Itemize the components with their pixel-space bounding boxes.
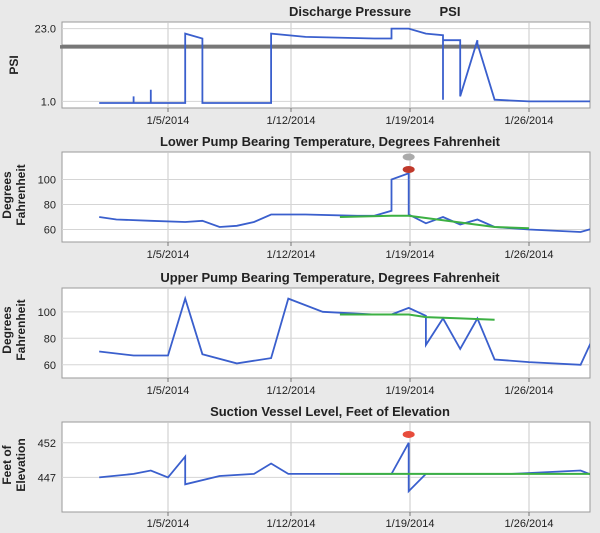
x-tick-label: 1/5/2014	[147, 115, 190, 127]
x-tick-label: 1/5/2014	[147, 249, 190, 261]
plot-area	[61, 21, 591, 109]
series-line-1	[99, 27, 590, 104]
y-tick-label: 23.0	[35, 24, 56, 36]
y-axis-label-line: Degrees	[0, 171, 14, 219]
x-tick-label: 1/5/2014	[147, 518, 190, 530]
x-tick-label: 1/26/2014	[505, 249, 554, 261]
x-tick-label: 1/5/2014	[147, 385, 190, 397]
y-tick-label: 80	[44, 200, 56, 212]
chart-panel-4: Suction Vessel Level, Feet of Elevation 4…	[0, 404, 591, 530]
alarm-marker	[402, 166, 415, 173]
x-tick-label: 1/19/2014	[386, 115, 435, 127]
series-line-2	[339, 214, 530, 230]
plot-area	[61, 287, 591, 379]
x-tick-label: 1/12/2014	[267, 385, 316, 397]
x-tick-label: 1/12/2014	[267, 249, 316, 261]
y-tick-label: 100	[38, 307, 56, 319]
series-line-2	[339, 313, 495, 321]
x-tick-label: 1/19/2014	[386, 249, 435, 261]
alarm-marker	[402, 153, 415, 161]
y-tick-label: 80	[44, 333, 56, 345]
x-tick-label: 1/26/2014	[505, 385, 554, 397]
y-tick-label: 100	[38, 175, 56, 187]
y-axis-label-line: Fahrenheit	[14, 299, 28, 360]
y-axis-label: PSI	[7, 55, 21, 74]
y-axis-label-line: PSI	[7, 55, 21, 74]
y-tick-label: 447	[38, 472, 56, 484]
x-tick-label: 1/26/2014	[505, 115, 554, 127]
x-tick-label: 1/19/2014	[386, 385, 435, 397]
y-axis-label: Feet ofElevation	[0, 438, 28, 491]
x-tick-label: 1/26/2014	[505, 518, 554, 530]
plot-area	[61, 421, 591, 513]
y-axis-label-line: Fahrenheit	[14, 164, 28, 225]
chart-title: Suction Vessel Level, Feet of Elevation	[210, 404, 450, 419]
chart-title: Upper Pump Bearing Temperature, Degrees …	[160, 270, 500, 285]
y-tick-label: 452	[38, 438, 56, 450]
chart-title-unit: PSI	[440, 4, 461, 19]
y-axis-label-line: Degrees	[0, 306, 14, 354]
chart-title: Discharge Pressure	[289, 4, 411, 19]
y-axis-label-line: Elevation	[14, 438, 28, 491]
x-tick-label: 1/19/2014	[386, 518, 435, 530]
x-tick-label: 1/12/2014	[267, 518, 316, 530]
alarm-marker	[402, 430, 415, 438]
y-axis-label: DegreesFahrenheit	[0, 164, 28, 225]
y-axis-label-line: Feet of	[0, 444, 14, 484]
y-tick-label: 60	[44, 225, 56, 237]
chart-panel-3: Upper Pump Bearing Temperature, Degrees …	[0, 270, 591, 397]
chart-panel-1: Discharge Pressure PSI 1.0 23.0 PSI 1/5/2014 1…	[7, 4, 591, 127]
chart-title: Lower Pump Bearing Temperature, Degrees …	[160, 134, 501, 149]
y-tick-label: 60	[44, 360, 56, 372]
y-tick-label: 1.0	[41, 96, 56, 108]
x-tick-label: 1/12/2014	[267, 115, 316, 127]
y-axis-label: DegreesFahrenheit	[0, 299, 28, 360]
chart-panel-2: Lower Pump Bearing Temperature, Degrees …	[0, 134, 591, 261]
reference-band	[60, 44, 590, 49]
series-line-1	[99, 295, 590, 366]
